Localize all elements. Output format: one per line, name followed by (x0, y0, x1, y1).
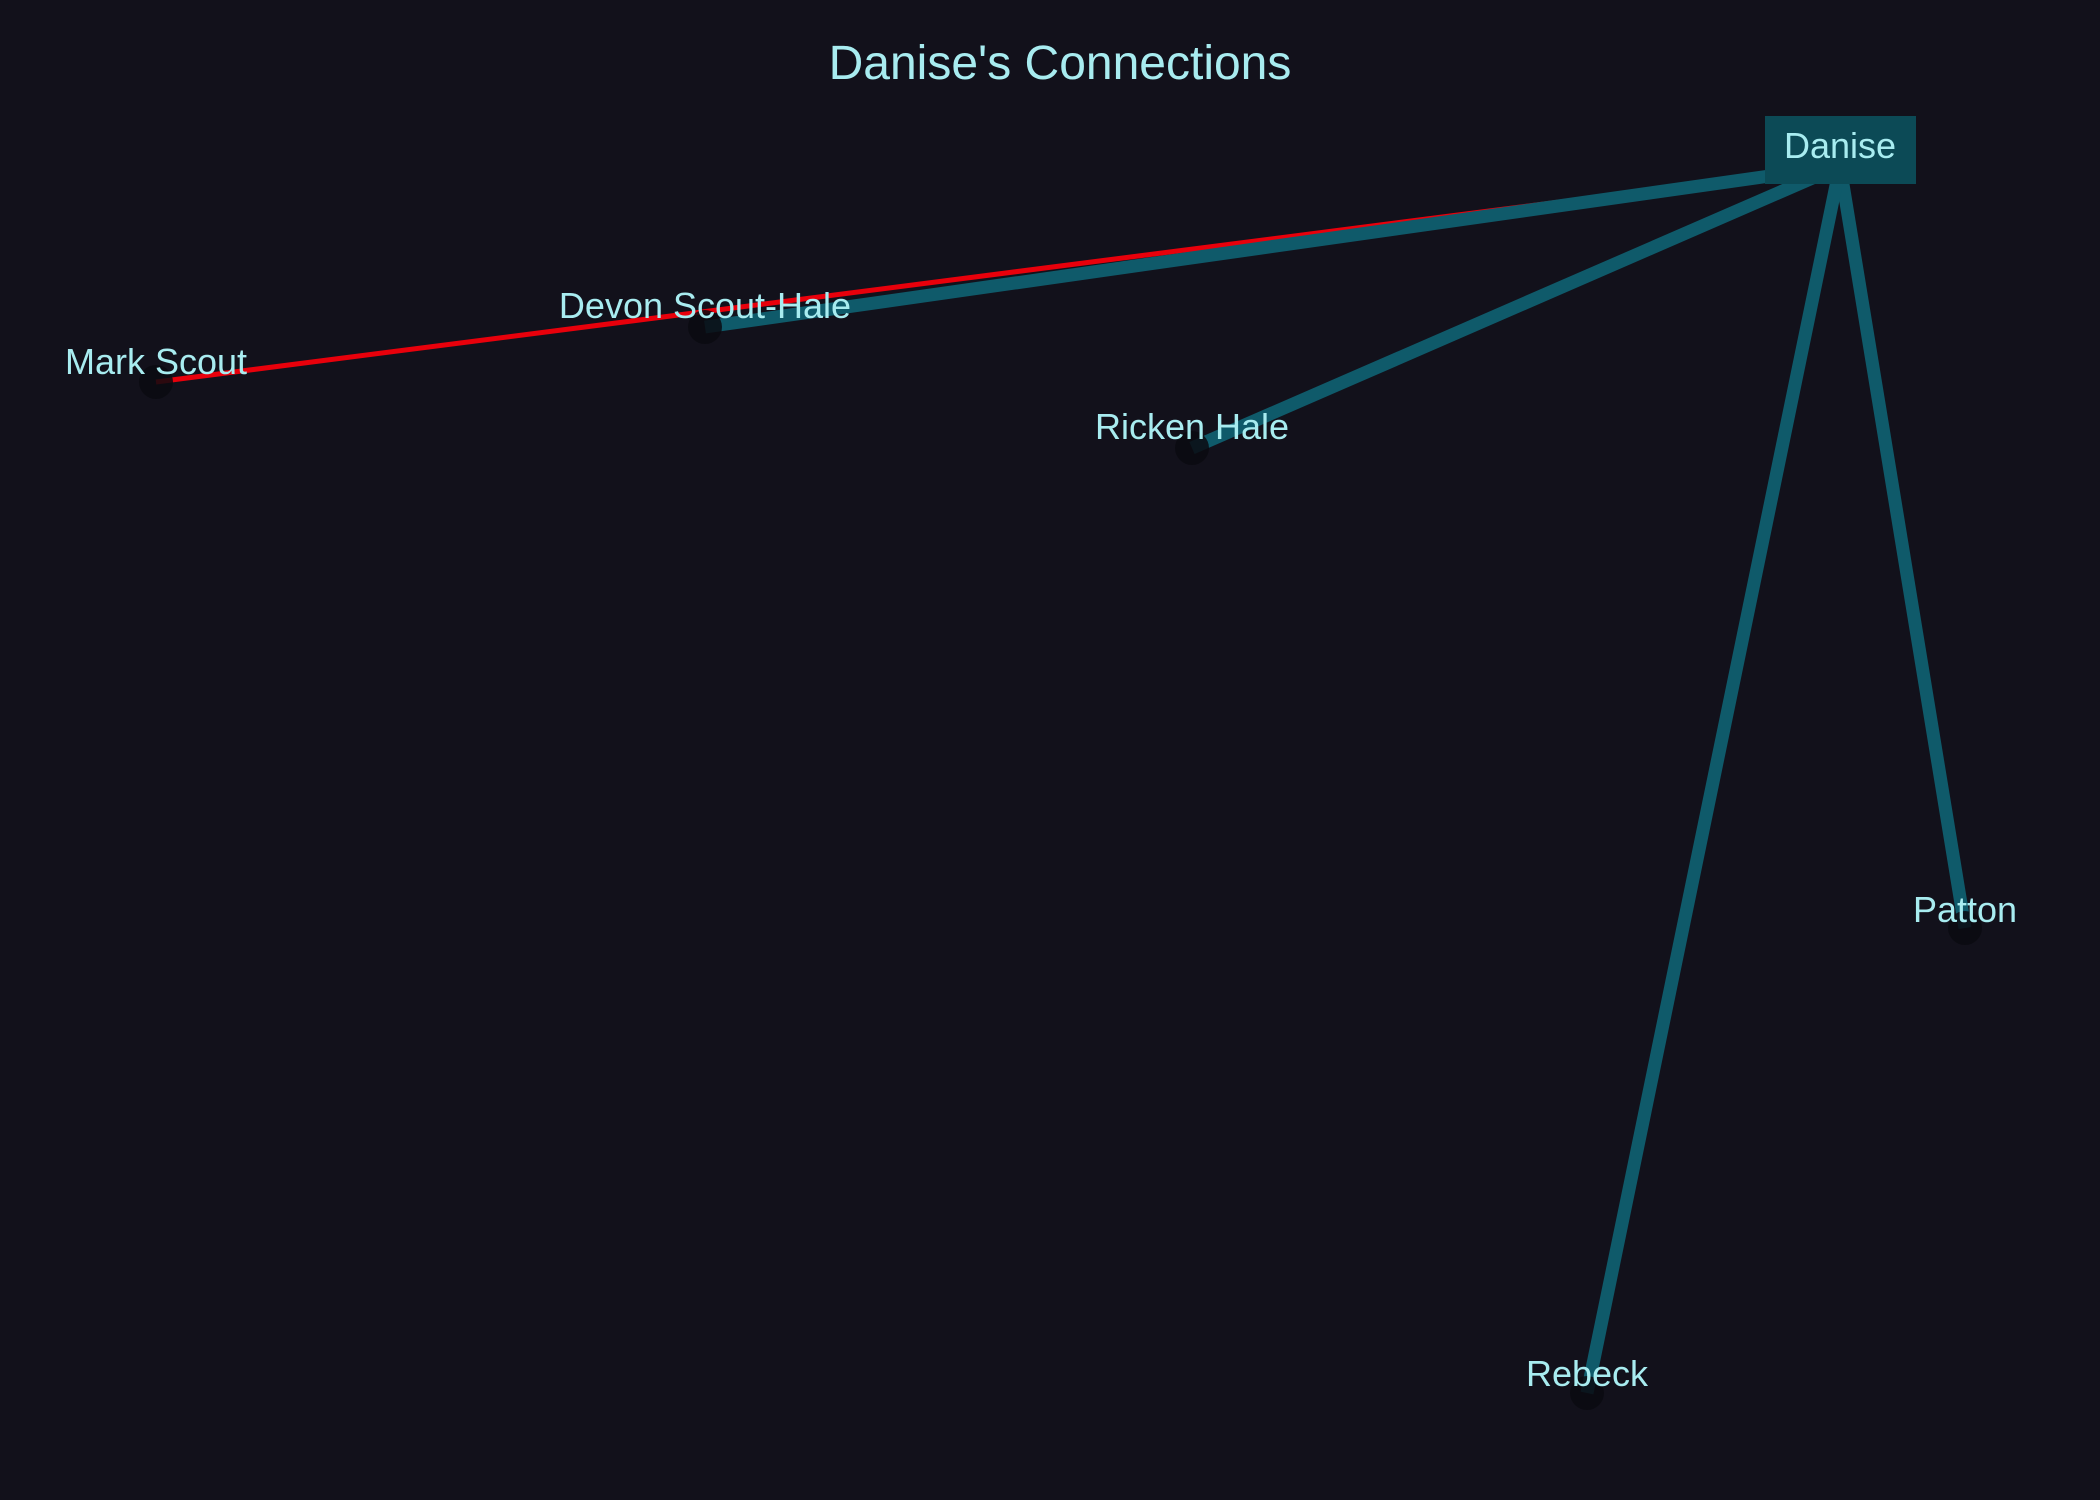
node-label: Devon Scout-Hale (559, 285, 851, 326)
node-dot (1175, 431, 1209, 465)
edge-danise-patton (1833, 164, 1972, 930)
node-patton[interactable]: Patton (1913, 889, 2017, 945)
node-ricken[interactable]: Ricken Hale (1095, 406, 1289, 465)
node-devon[interactable]: Devon Scout-Hale (559, 285, 851, 344)
edge-danise-devon (704, 159, 1841, 334)
edge-danise-rebeck (1580, 164, 1847, 1395)
nodes-layer: Mark Scout Devon Scout-Hale Ricken Hale Pat… (65, 285, 2017, 1410)
diagram-title: Danise's Connections (829, 37, 1292, 90)
edges-layer (155, 159, 1972, 1395)
center-node-label: Danise (1784, 125, 1896, 166)
node-dot (688, 310, 722, 344)
node-label: Rebeck (1526, 1353, 1649, 1394)
center-node-box (1765, 116, 1916, 184)
center-node[interactable]: Danise (1765, 116, 1916, 184)
node-label: Mark Scout (65, 341, 247, 382)
node-mark[interactable]: Mark Scout (65, 341, 247, 399)
node-dot (1570, 1376, 1604, 1410)
node-dot (1948, 911, 1982, 945)
node-rebeck[interactable]: Rebeck (1526, 1353, 1649, 1410)
node-dot (139, 365, 173, 399)
node-label: Ricken Hale (1095, 406, 1289, 447)
edge-danise-ricken (1189, 160, 1843, 454)
node-label: Patton (1913, 889, 2017, 930)
